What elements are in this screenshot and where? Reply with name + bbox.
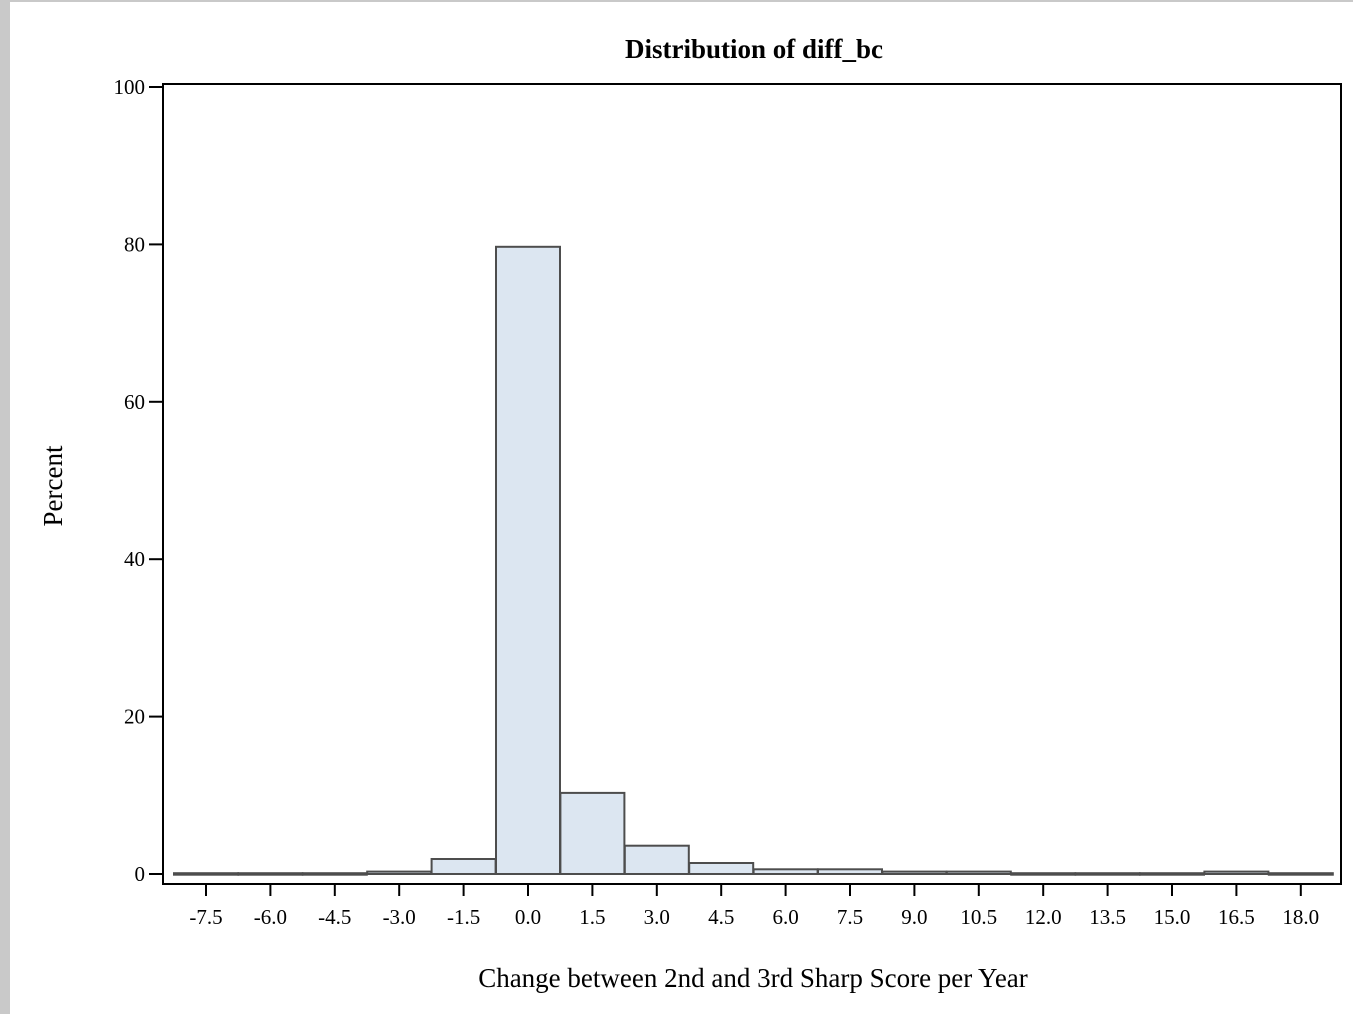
bars-group [173,245,1334,876]
histogram-bar [366,870,433,875]
histogram-bar [237,872,304,876]
histogram-bar [1074,872,1141,876]
histogram-bar [430,858,497,875]
histogram-bar [752,868,819,875]
histogram-bar [817,868,883,875]
histogram-bar [1267,872,1334,876]
y-tick-label: 40 [124,547,145,571]
histogram-bar [1203,870,1270,875]
x-tick-label: -6.0 [254,905,287,929]
histogram-bar [559,791,626,876]
x-tick-label: 3.0 [644,905,670,929]
histogram-bar [1139,872,1205,876]
histogram-bar [881,870,948,875]
x-axis-label: Change between 2nd and 3rd Sharp Score p… [478,963,1028,993]
y-tick-label: 60 [124,390,145,414]
x-tick-label: 12.0 [1025,905,1062,929]
y-tick-label: 20 [124,705,145,729]
histogram-bar [1010,872,1077,876]
histogram-bar [173,872,239,876]
histogram-bar [688,862,755,875]
histogram-bar [945,870,1012,875]
x-tick-label: -4.5 [318,905,351,929]
y-tick-label: 100 [114,75,146,99]
x-tick-label: 10.5 [960,905,997,929]
x-tick-label: 13.5 [1089,905,1126,929]
x-tick-label: -1.5 [447,905,480,929]
y-tick-label: 0 [135,862,146,886]
x-tick-label: 16.5 [1218,905,1255,929]
x-tick-label: 15.0 [1154,905,1191,929]
y-axis: 0 20 40 60 80 100 [114,75,163,886]
histogram-bar [623,844,690,876]
y-axis-label: Percent [38,445,68,526]
y-tick-label: 80 [124,232,145,256]
histogram-bar [301,872,368,876]
x-tick-label: 9.0 [901,905,927,929]
chart-title: Distribution of diff_bc [625,34,883,64]
x-tick-label: -7.5 [189,905,222,929]
plot-area [162,83,1342,885]
histogram-chart: Distribution of diff_bc Percent Change b… [38,34,1342,993]
x-tick-label: 1.5 [579,905,605,929]
x-tick-label: 18.0 [1282,905,1319,929]
x-tick-label: 7.5 [837,905,863,929]
x-axis: -7.5 -6.0 -4.5 -3.0 -1.5 0.0 1.5 3.0 4.5 6.0 7.5 9.… [189,884,1319,929]
x-tick-label: 6.0 [772,905,798,929]
x-tick-label: 0.0 [515,905,541,929]
x-tick-label: 4.5 [708,905,734,929]
x-tick-label: -3.0 [383,905,416,929]
histogram-bar [495,245,561,876]
